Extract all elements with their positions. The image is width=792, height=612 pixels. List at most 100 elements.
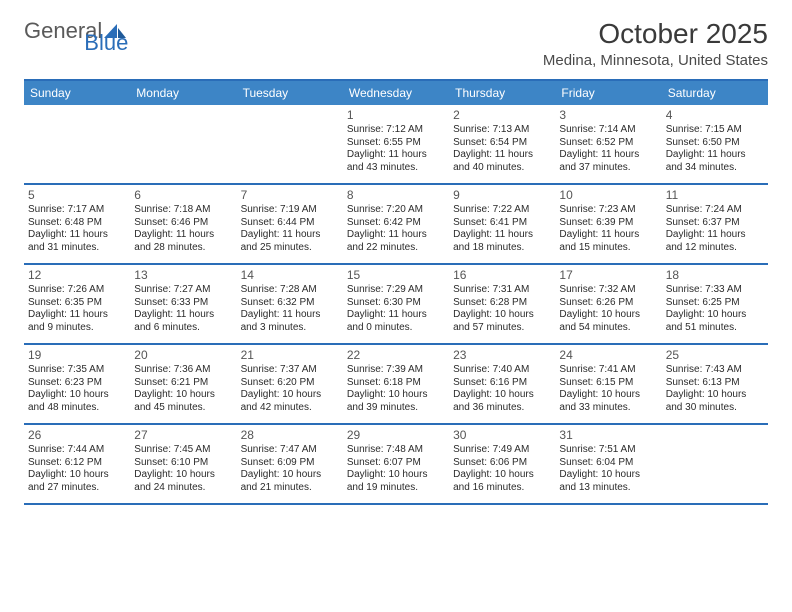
day-number: 1 xyxy=(347,108,445,122)
day-info: Sunrise: 7:22 AMSunset: 6:41 PMDaylight:… xyxy=(453,204,551,254)
day-info: Sunrise: 7:20 AMSunset: 6:42 PMDaylight:… xyxy=(347,204,445,254)
day-number: 17 xyxy=(559,268,657,282)
day-number: 19 xyxy=(28,348,126,362)
day-info: Sunrise: 7:28 AMSunset: 6:32 PMDaylight:… xyxy=(241,284,339,334)
calendar-cell: 18 Sunrise: 7:33 AMSunset: 6:25 PMDayligh… xyxy=(662,265,768,343)
day-info: Sunrise: 7:39 AMSunset: 6:18 PMDaylight:… xyxy=(347,364,445,414)
calendar-cell: 25 Sunrise: 7:43 AMSunset: 6:13 PMDayligh… xyxy=(662,345,768,423)
week-row: 12Sunrise: 7:26 AMSunset: 6:35 PMDayligh… xyxy=(24,265,768,345)
day-number: 28 xyxy=(241,428,339,442)
calendar-cell: 6 Sunrise: 7:18 AMSunset: 6:46 PMDaylight… xyxy=(130,185,236,263)
day-header: Friday xyxy=(555,81,661,105)
brand-part2: Blue xyxy=(84,30,128,55)
brand-logo: General Blue xyxy=(24,18,172,44)
day-number: 16 xyxy=(453,268,551,282)
calendar-cell: 19 Sunrise: 7:35 AMSunset: 6:23 PMDayligh… xyxy=(24,345,130,423)
day-number: 21 xyxy=(241,348,339,362)
calendar-cell xyxy=(130,105,236,183)
day-number: 23 xyxy=(453,348,551,362)
day-number: 13 xyxy=(134,268,232,282)
day-info: Sunrise: 7:36 AMSunset: 6:21 PMDaylight:… xyxy=(134,364,232,414)
calendar-cell: 12Sunrise: 7:26 AMSunset: 6:35 PMDayligh… xyxy=(24,265,130,343)
day-info: Sunrise: 7:26 AMSunset: 6:35 PMDaylight:… xyxy=(28,284,126,334)
week-row: 1 Sunrise: 7:12 AMSunset: 6:55 PMDaylight… xyxy=(24,105,768,185)
day-info: Sunrise: 7:47 AMSunset: 6:09 PMDaylight:… xyxy=(241,444,339,494)
day-info: Sunrise: 7:41 AMSunset: 6:15 PMDaylight:… xyxy=(559,364,657,414)
day-info: Sunrise: 7:45 AMSunset: 6:10 PMDaylight:… xyxy=(134,444,232,494)
calendar-cell: 31 Sunrise: 7:51 AMSunset: 6:04 PMDayligh… xyxy=(555,425,661,503)
day-number: 15 xyxy=(347,268,445,282)
day-number: 5 xyxy=(28,188,126,202)
calendar-cell: 23Sunrise: 7:40 AMSunset: 6:16 PMDayligh… xyxy=(449,345,555,423)
calendar-cell xyxy=(662,425,768,503)
day-number: 25 xyxy=(666,348,764,362)
day-info: Sunrise: 7:13 AMSunset: 6:54 PMDaylight:… xyxy=(453,124,551,174)
day-number: 31 xyxy=(559,428,657,442)
week-row: 19 Sunrise: 7:35 AMSunset: 6:23 PMDayligh… xyxy=(24,345,768,425)
day-number: 8 xyxy=(347,188,445,202)
day-info: Sunrise: 7:17 AMSunset: 6:48 PMDaylight:… xyxy=(28,204,126,254)
day-info: Sunrise: 7:18 AMSunset: 6:46 PMDaylight:… xyxy=(134,204,232,254)
day-info: Sunrise: 7:19 AMSunset: 6:44 PMDaylight:… xyxy=(241,204,339,254)
day-number: 20 xyxy=(134,348,232,362)
calendar-cell xyxy=(237,105,343,183)
day-number: 22 xyxy=(347,348,445,362)
calendar-cell: 22 Sunrise: 7:39 AMSunset: 6:18 PMDayligh… xyxy=(343,345,449,423)
day-number: 11 xyxy=(666,188,764,202)
calendar-cell: 20 Sunrise: 7:36 AMSunset: 6:21 PMDayligh… xyxy=(130,345,236,423)
calendar-cell: 7 Sunrise: 7:19 AMSunset: 6:44 PMDaylight… xyxy=(237,185,343,263)
day-info: Sunrise: 7:35 AMSunset: 6:23 PMDaylight:… xyxy=(28,364,126,414)
day-info: Sunrise: 7:27 AMSunset: 6:33 PMDaylight:… xyxy=(134,284,232,334)
day-info: Sunrise: 7:32 AMSunset: 6:26 PMDaylight:… xyxy=(559,284,657,334)
calendar-cell: 1 Sunrise: 7:12 AMSunset: 6:55 PMDaylight… xyxy=(343,105,449,183)
location-text: Medina, Minnesota, United States xyxy=(543,52,768,69)
calendar-cell: 4 Sunrise: 7:15 AMSunset: 6:50 PMDaylight… xyxy=(662,105,768,183)
day-number: 9 xyxy=(453,188,551,202)
day-info: Sunrise: 7:12 AMSunset: 6:55 PMDaylight:… xyxy=(347,124,445,174)
day-number: 18 xyxy=(666,268,764,282)
calendar-cell: 30 Sunrise: 7:49 AMSunset: 6:06 PMDayligh… xyxy=(449,425,555,503)
day-number: 6 xyxy=(134,188,232,202)
calendar-cell: 28 Sunrise: 7:47 AMSunset: 6:09 PMDayligh… xyxy=(237,425,343,503)
day-header: Sunday xyxy=(24,81,130,105)
calendar-cell: 13 Sunrise: 7:27 AMSunset: 6:33 PMDayligh… xyxy=(130,265,236,343)
day-number: 2 xyxy=(453,108,551,122)
day-number: 10 xyxy=(559,188,657,202)
week-row: 5 Sunrise: 7:17 AMSunset: 6:48 PMDaylight… xyxy=(24,185,768,265)
day-info: Sunrise: 7:51 AMSunset: 6:04 PMDaylight:… xyxy=(559,444,657,494)
calendar-cell: 21 Sunrise: 7:37 AMSunset: 6:20 PMDayligh… xyxy=(237,345,343,423)
calendar-cell: 11 Sunrise: 7:24 AMSunset: 6:37 PMDayligh… xyxy=(662,185,768,263)
calendar-cell xyxy=(24,105,130,183)
day-info: Sunrise: 7:15 AMSunset: 6:50 PMDaylight:… xyxy=(666,124,764,174)
day-number: 24 xyxy=(559,348,657,362)
calendar-cell: 26Sunrise: 7:44 AMSunset: 6:12 PMDayligh… xyxy=(24,425,130,503)
day-number: 3 xyxy=(559,108,657,122)
day-info: Sunrise: 7:33 AMSunset: 6:25 PMDaylight:… xyxy=(666,284,764,334)
day-info: Sunrise: 7:31 AMSunset: 6:28 PMDaylight:… xyxy=(453,284,551,334)
calendar-cell: 17 Sunrise: 7:32 AMSunset: 6:26 PMDayligh… xyxy=(555,265,661,343)
calendar-cell: 3 Sunrise: 7:14 AMSunset: 6:52 PMDaylight… xyxy=(555,105,661,183)
day-header: Wednesday xyxy=(343,81,449,105)
calendar-cell: 29Sunrise: 7:48 AMSunset: 6:07 PMDayligh… xyxy=(343,425,449,503)
calendar-grid: SundayMondayTuesdayWednesdayThursdayFrid… xyxy=(24,79,768,505)
day-info: Sunrise: 7:43 AMSunset: 6:13 PMDaylight:… xyxy=(666,364,764,414)
calendar-cell: 2 Sunrise: 7:13 AMSunset: 6:54 PMDaylight… xyxy=(449,105,555,183)
day-header-row: SundayMondayTuesdayWednesdayThursdayFrid… xyxy=(24,81,768,105)
day-number: 26 xyxy=(28,428,126,442)
day-info: Sunrise: 7:49 AMSunset: 6:06 PMDaylight:… xyxy=(453,444,551,494)
day-header: Saturday xyxy=(662,81,768,105)
calendar-cell: 27 Sunrise: 7:45 AMSunset: 6:10 PMDayligh… xyxy=(130,425,236,503)
calendar-cell: 15Sunrise: 7:29 AMSunset: 6:30 PMDayligh… xyxy=(343,265,449,343)
calendar-cell: 9 Sunrise: 7:22 AMSunset: 6:41 PMDaylight… xyxy=(449,185,555,263)
day-info: Sunrise: 7:14 AMSunset: 6:52 PMDaylight:… xyxy=(559,124,657,174)
day-number: 4 xyxy=(666,108,764,122)
day-number: 7 xyxy=(241,188,339,202)
day-number: 30 xyxy=(453,428,551,442)
week-row: 26Sunrise: 7:44 AMSunset: 6:12 PMDayligh… xyxy=(24,425,768,505)
day-header: Monday xyxy=(130,81,236,105)
calendar-cell: 10Sunrise: 7:23 AMSunset: 6:39 PMDayligh… xyxy=(555,185,661,263)
day-number: 27 xyxy=(134,428,232,442)
day-info: Sunrise: 7:24 AMSunset: 6:37 PMDaylight:… xyxy=(666,204,764,254)
day-info: Sunrise: 7:37 AMSunset: 6:20 PMDaylight:… xyxy=(241,364,339,414)
calendar-cell: 14Sunrise: 7:28 AMSunset: 6:32 PMDayligh… xyxy=(237,265,343,343)
